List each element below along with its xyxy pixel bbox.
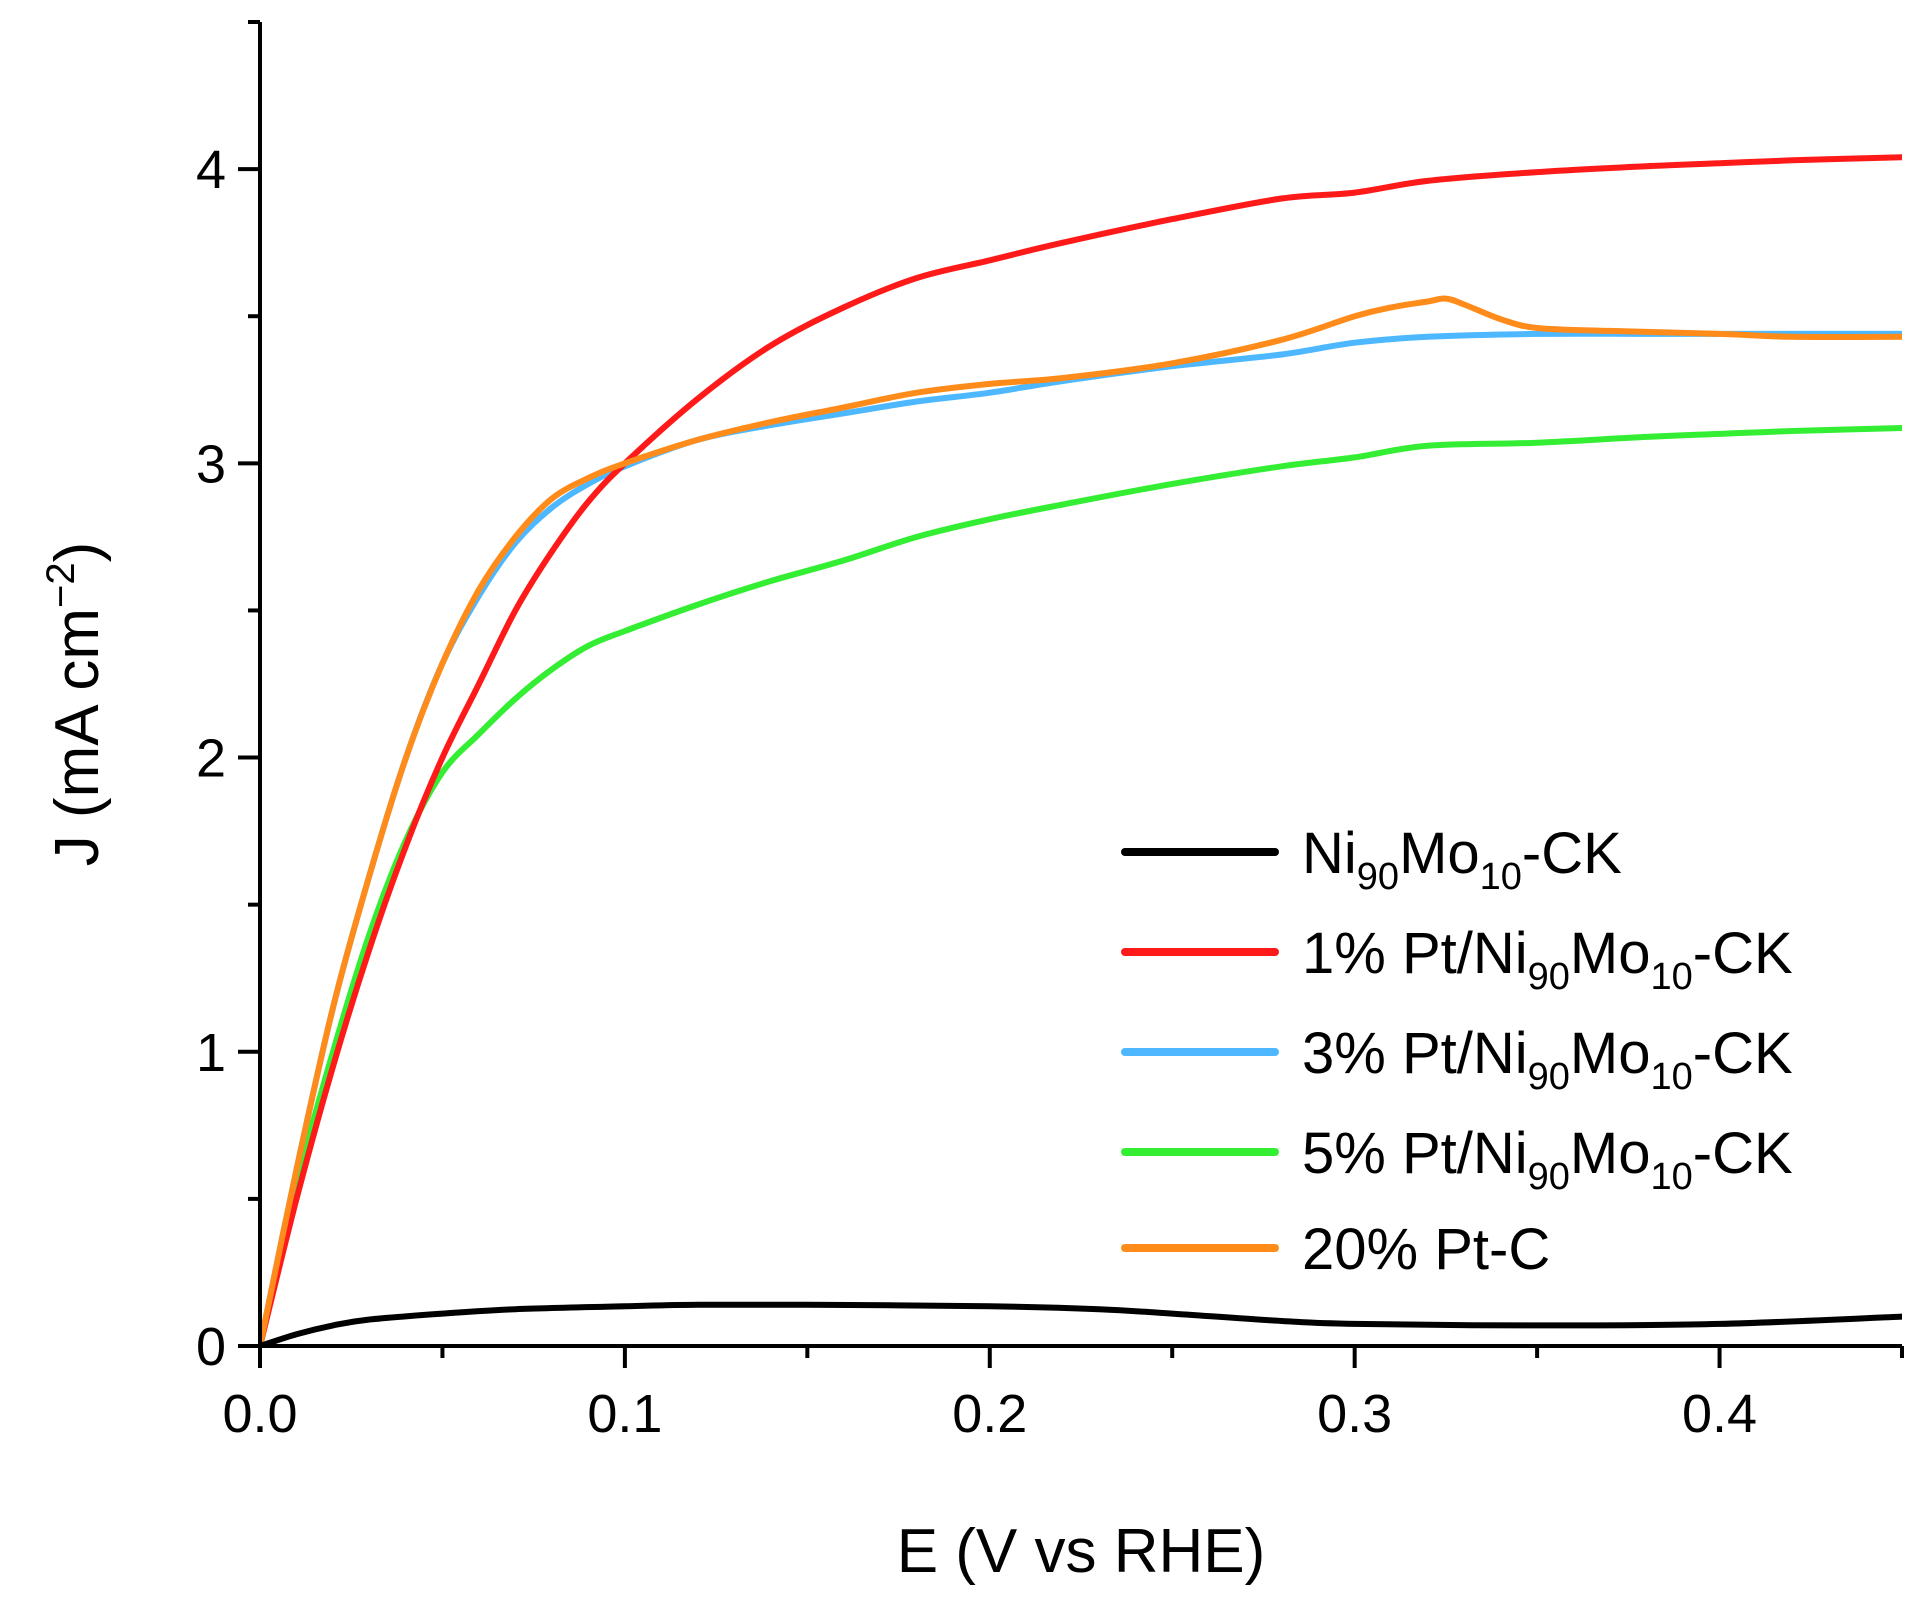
series-line-1 [260, 1301, 1902, 1346]
series-layer [260, 154, 1902, 1346]
y-tick-label: 1 [196, 1023, 226, 1083]
legend-item-2: 1% Pt/Ni90Mo10-CK [1121, 921, 1793, 998]
x-tick-label: 0.2 [952, 1384, 1027, 1444]
legend-label: 5% Pt/Ni90Mo10-CK [1302, 1121, 1793, 1198]
x-tick-label: 0.1 [587, 1384, 662, 1444]
y-tick-label: 3 [196, 434, 226, 494]
y-axis-title: J (mA cm−2) [39, 542, 112, 867]
legend-label: 20% Pt-C [1302, 1217, 1550, 1282]
x-tick-label: 0.0 [222, 1384, 297, 1444]
legend-layer: Ni90Mo10-CK 1% Pt/Ni90Mo10-CK 3% Pt/Ni90Mo… [1121, 821, 1793, 1282]
series-line-2 [260, 154, 1902, 1346]
x-tick-label: 0.3 [1317, 1384, 1392, 1444]
legend-label: 1% Pt/Ni90Mo10-CK [1302, 921, 1793, 998]
legend-label: 3% Pt/Ni90Mo10-CK [1302, 1021, 1793, 1098]
x-tick-label: 0.4 [1682, 1384, 1757, 1444]
series-line-5 [260, 295, 1902, 1346]
legend-item-1: Ni90Mo10-CK [1121, 821, 1622, 898]
x-axis-title: E (V vs RHE) [897, 1517, 1266, 1586]
legend-item-4: 5% Pt/Ni90Mo10-CK [1121, 1121, 1793, 1198]
axes-layer: 0.0 0.1 0.2 0.3 0.4 0 1 2 3 4 E (V vs RHE) J (mA cm… [39, 20, 1904, 1586]
y-tick-label: 2 [196, 729, 226, 789]
y-tick-label: 4 [196, 140, 226, 200]
legend-item-5: 20% Pt-C [1121, 1217, 1550, 1282]
y-tick-label: 0 [196, 1317, 226, 1377]
axis-frame [258, 22, 1902, 1348]
legend-label: Ni90Mo10-CK [1302, 821, 1622, 898]
legend-item-3: 3% Pt/Ni90Mo10-CK [1121, 1021, 1793, 1098]
series-line-4 [260, 425, 1902, 1346]
